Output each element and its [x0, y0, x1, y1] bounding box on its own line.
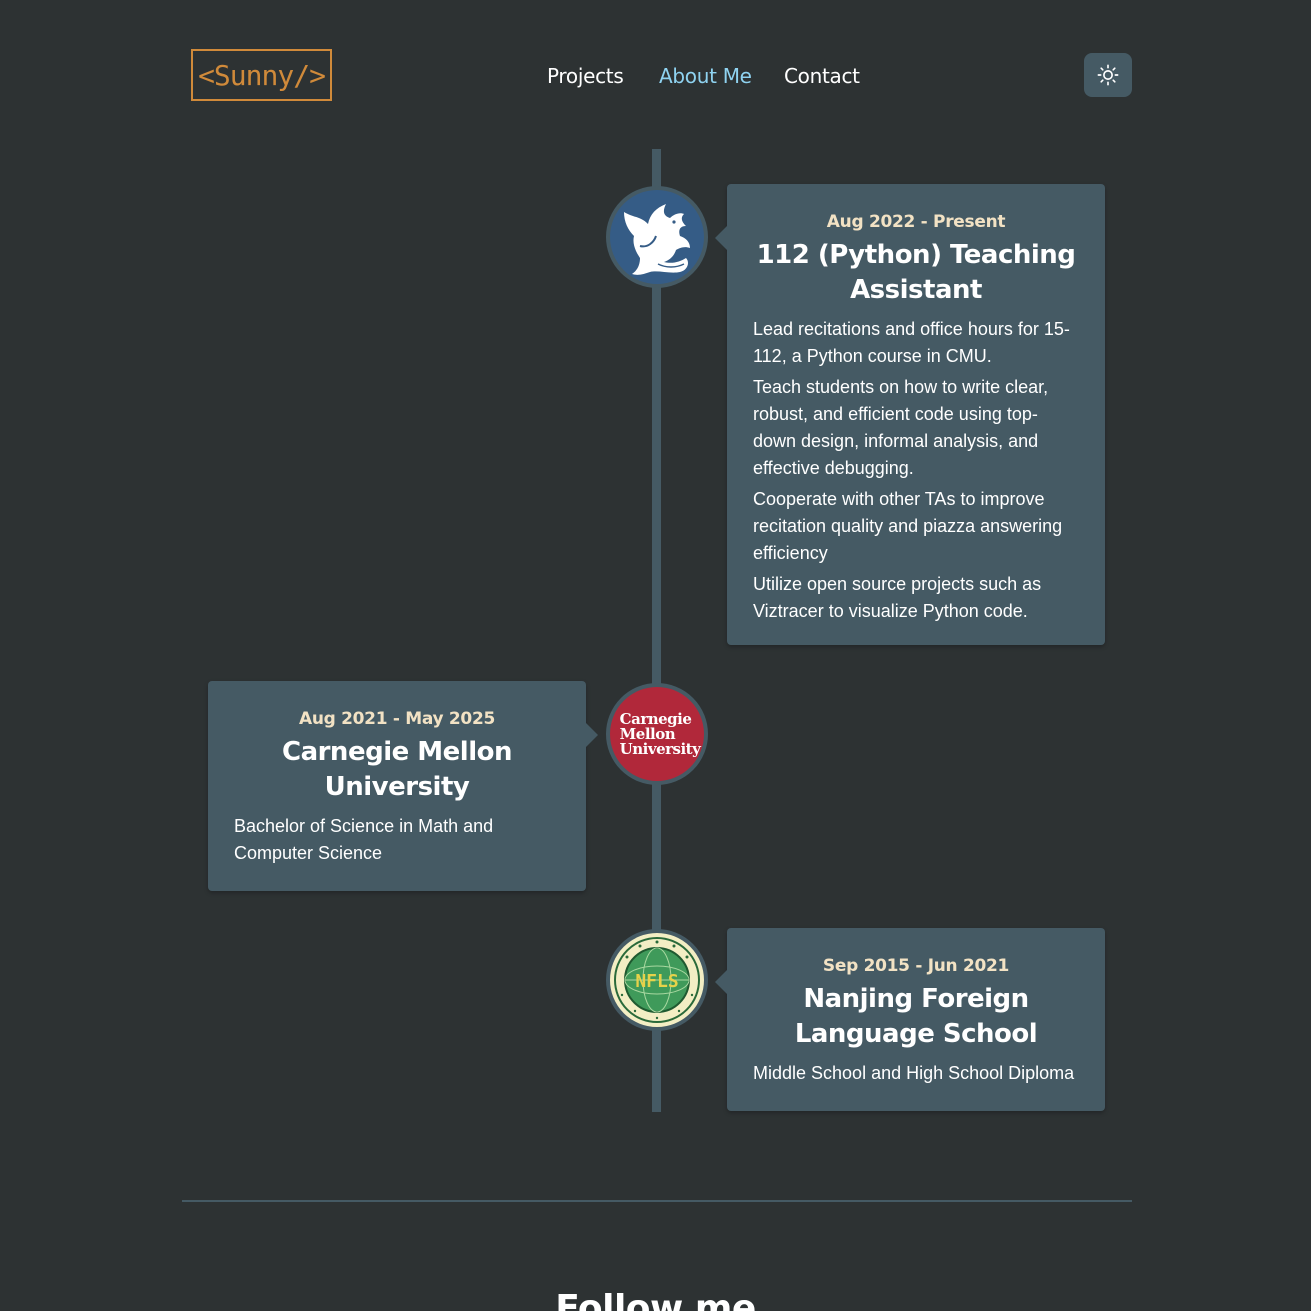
timeline-card-cmu: Aug 2021 - May 2025 Carnegie Mellon Univ… [208, 681, 598, 891]
timeline-date: Sep 2015 - Jun 2021 [822, 956, 1010, 976]
timeline-date: Aug 2022 - Present [826, 212, 1006, 232]
timeline-description-line: Middle School and High School Diploma [753, 1063, 1075, 1083]
timeline-description-line: Utilize open source projects such as Viz… [753, 574, 1042, 621]
sun-icon [1097, 64, 1119, 86]
timeline-title: Nanjing Foreign Language School [794, 984, 1038, 1049]
theme-toggle-button[interactable] [1084, 53, 1132, 97]
cmu-logo-line: University [619, 739, 701, 758]
timeline-description-line: Bachelor of Science in Math and Computer… [234, 816, 494, 863]
follow-me-heading: Follow me [555, 1288, 756, 1311]
main-nav: Projects About Me Contact [0, 64, 1311, 92]
timeline-description: Middle School and High School Diploma [753, 1060, 1079, 1087]
nav-contact-link[interactable]: Contact [784, 64, 860, 88]
timeline-card-ta: Aug 2022 - Present 112 (Python) Teaching… [715, 184, 1105, 645]
timeline-title: Carnegie Mellon University [281, 737, 513, 802]
timeline-title: 112 (Python) Teaching Assistant [756, 240, 1076, 305]
timeline-description-line: Lead recitations and office hours for 15… [753, 319, 1070, 366]
timeline-description-line: Cooperate with other TAs to improve reci… [753, 489, 1063, 563]
nfls-seal-logo-icon: NFLS [606, 929, 708, 1031]
section-divider [182, 1200, 1132, 1202]
timeline-date: Aug 2021 - May 2025 [298, 709, 496, 729]
timeline-description: Lead recitations and office hours for 15… [753, 316, 1079, 625]
cmu-logo-line: Mellon [619, 724, 676, 743]
timeline-description: Bachelor of Science in Math and Computer… [234, 813, 560, 867]
timeline-line [652, 149, 661, 1112]
cmu-dragon-logo-icon [606, 186, 708, 288]
nav-about-me-link[interactable]: About Me [659, 64, 752, 88]
cmu-wordmark-logo-icon: Carnegie Mellon University [606, 683, 708, 785]
timeline-card-nfls: Sep 2015 - Jun 2021 Nanjing Foreign Lang… [715, 928, 1105, 1111]
timeline-description-line: Teach students on how to write clear, ro… [753, 377, 1049, 478]
cmu-logo-line: Carnegie [619, 709, 692, 728]
nav-projects-link[interactable]: Projects [547, 64, 624, 88]
site-logo[interactable]: <Sunny/> [191, 49, 332, 101]
nfls-logo-text: NFLS [635, 971, 678, 992]
